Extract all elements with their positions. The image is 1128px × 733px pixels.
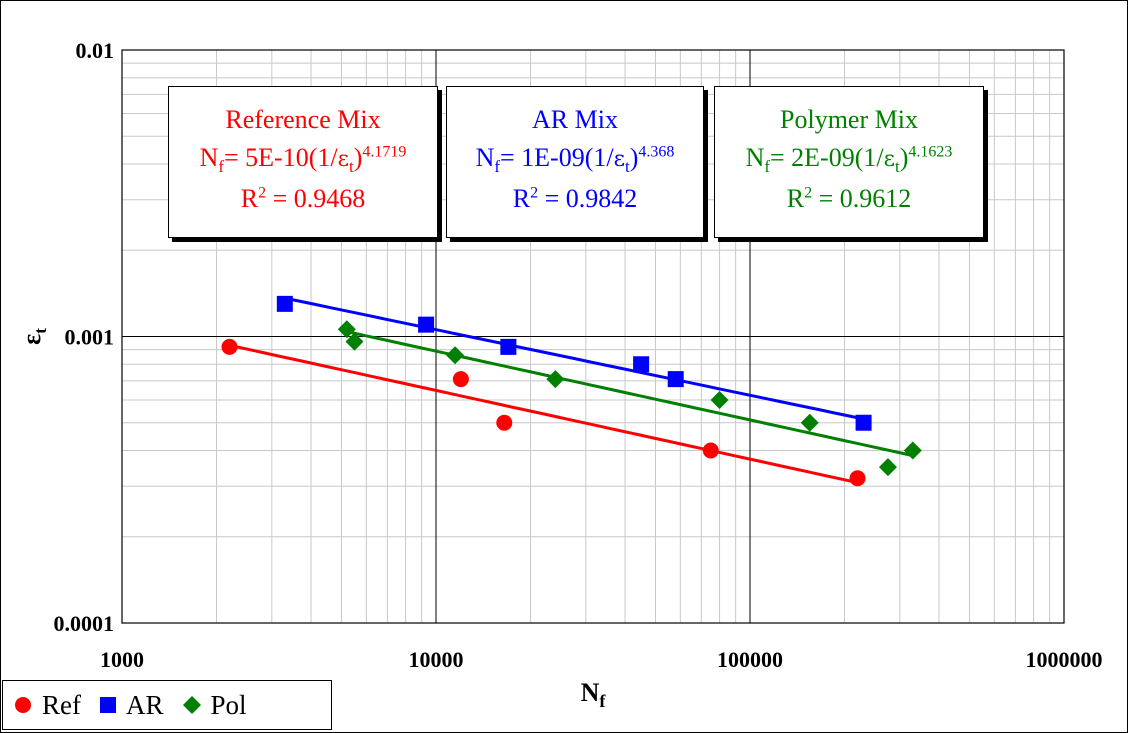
- data-point-ar: [667, 371, 684, 388]
- data-point-ref: [702, 442, 719, 459]
- data-point-pol: [345, 332, 364, 351]
- data-point-ref: [849, 470, 866, 487]
- legend-item-ar: AR: [99, 690, 164, 721]
- legend-label-ar: AR: [125, 689, 164, 720]
- data-point-ar: [500, 338, 517, 355]
- x-tick-label: 10000: [409, 647, 464, 672]
- x-tick-label: 1000000: [1026, 647, 1103, 672]
- y-tick-label: 0.01: [76, 38, 115, 63]
- legend-item-pol: Pol: [182, 690, 247, 721]
- y-tick-label: 0.001: [65, 325, 115, 350]
- x-axis-title: Nf: [581, 678, 607, 711]
- annotation-r2: R2 = 0.9842: [512, 183, 638, 213]
- data-point-ar: [418, 316, 435, 333]
- annotation-polymer-mix: Polymer Mix Nf= 2E-09(1/εt)4.1623 R2 = 0…: [714, 86, 984, 238]
- data-point-pol: [710, 391, 729, 410]
- square-marker-icon: [99, 697, 116, 713]
- annotation-equation: Nf= 2E-09(1/εt)4.1623: [745, 142, 953, 176]
- data-point-pol: [446, 346, 465, 365]
- data-point-ref: [496, 414, 513, 431]
- data-point-pol: [337, 320, 356, 339]
- plot-border: [121, 49, 1065, 624]
- y-axis-title: εt: [17, 328, 50, 345]
- annotation-title: Polymer Mix: [780, 105, 918, 134]
- annotation-ar-mix: AR Mix Nf= 1E-09(1/εt)4.368 R2 = 0.9842: [446, 86, 704, 238]
- data-point-ref: [221, 338, 238, 355]
- data-point-ref: [452, 371, 469, 388]
- annotation-equation: Nf= 5E-10(1/εt)4.1719: [199, 142, 407, 176]
- annotation-title: Reference Mix: [225, 105, 381, 134]
- data-point-ar: [276, 295, 293, 312]
- legend-label-pol: Pol: [210, 689, 247, 720]
- legend: Ref AR Pol: [2, 680, 332, 730]
- data-point-pol: [903, 441, 922, 460]
- trendline-ref: [229, 343, 858, 485]
- legend-label-ref: Ref: [42, 689, 81, 720]
- trendline-pol: [346, 330, 914, 458]
- data-point-ar: [633, 356, 650, 373]
- annotation-reference-mix: Reference Mix Nf= 5E-10(1/εt)4.1719 R2 =…: [168, 86, 438, 238]
- annotation-equation: Nf= 1E-09(1/εt)4.368: [475, 142, 675, 176]
- annotation-r2: R2 = 0.9468: [240, 183, 366, 213]
- circle-marker-icon: [15, 697, 31, 713]
- annotation-title: AR Mix: [532, 105, 618, 134]
- legend-item-ref: Ref: [13, 690, 81, 721]
- data-point-ar: [855, 414, 872, 431]
- data-point-pol: [546, 370, 565, 389]
- x-tick-label: 100000: [717, 647, 783, 672]
- x-tick-label: 1000: [100, 647, 144, 672]
- data-point-pol: [878, 458, 897, 477]
- data-point-pol: [800, 413, 819, 432]
- y-tick-label: 0.0001: [54, 611, 115, 636]
- annotation-r2: R2 = 0.9612: [786, 183, 912, 213]
- trendline-ar: [284, 296, 864, 421]
- diamond-marker-icon: [182, 696, 201, 714]
